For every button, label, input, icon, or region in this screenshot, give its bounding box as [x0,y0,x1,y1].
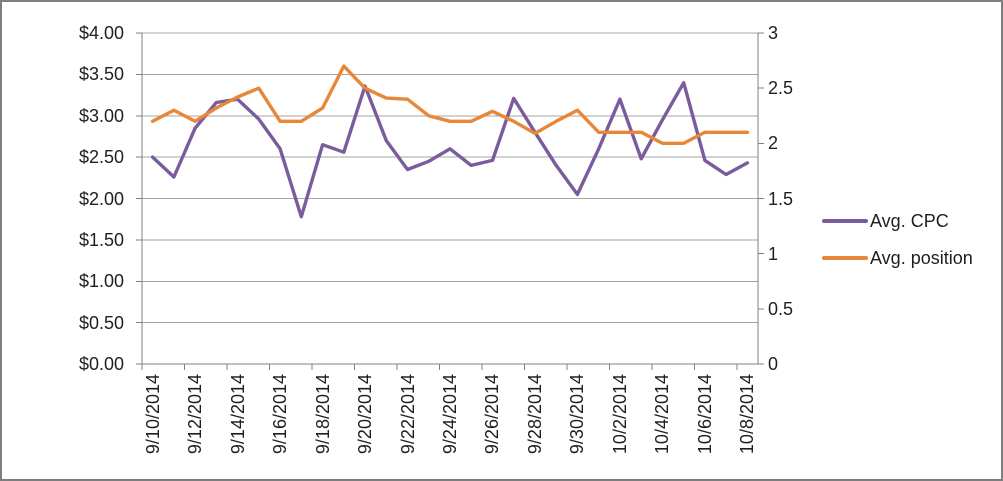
x-axis-tick-label: 9/20/2014 [355,374,375,455]
legend-item-avg-cpc[interactable]: Avg. CPC [822,210,949,232]
left-axis-tick-label: $0.50 [78,313,124,333]
x-axis-tick-label: 9/14/2014 [228,374,248,455]
x-axis-tick-label: 10/6/2014 [695,374,715,455]
left-axis-tick-label: $2.50 [78,147,124,167]
legend-label-avg-cpc: Avg. CPC [870,211,949,231]
avg-position-line-swatch [822,256,868,260]
x-axis-tick-label: 9/24/2014 [440,374,460,455]
right-axis-tick-label: 2.5 [768,78,794,98]
x-axis-tick-label: 9/12/2014 [185,374,205,455]
left-axis-tick-label: $1.00 [78,271,124,291]
x-axis-tick-label: 9/26/2014 [482,374,502,455]
right-axis-tick-label: 1.5 [768,189,794,209]
x-axis-tick-label: 10/2/2014 [610,374,630,455]
left-axis-tick-label: $2.00 [78,189,124,209]
x-axis-tick-label: 9/30/2014 [567,374,587,455]
left-axis-tick-label: $4.00 [78,23,124,43]
legend-label-avg-position: Avg. position [870,248,973,268]
series-line-avg-cpc[interactable] [150,80,750,219]
right-axis-tick-label: 0.5 [768,299,794,319]
right-axis-tick-label: 1 [768,244,779,264]
x-axis-tick-label: 9/18/2014 [313,374,333,455]
x-axis-tick-label: 10/4/2014 [652,374,672,455]
avg-cpc-line-swatch [822,219,868,223]
left-axis-tick-label: $0.00 [78,354,124,374]
x-axis-tick-label: 9/16/2014 [270,374,290,455]
left-axis-tick-label: $1.50 [78,230,124,250]
right-axis-tick-label: 0 [768,354,779,374]
right-axis-tick-label: 2 [768,133,779,153]
x-axis-tick-label: 9/10/2014 [143,374,163,455]
legend-item-avg-position[interactable]: Avg. position [822,247,973,269]
left-axis-tick-label: $3.00 [78,106,124,126]
left-axis-tick-label: $3.50 [78,64,124,84]
x-axis-tick-label: 10/8/2014 [737,374,757,455]
x-axis-tick-label: 9/28/2014 [525,374,545,455]
series-line-avg-position[interactable] [150,64,750,146]
right-axis-tick-label: 3 [768,23,779,43]
x-axis-tick-label: 9/22/2014 [398,374,418,455]
